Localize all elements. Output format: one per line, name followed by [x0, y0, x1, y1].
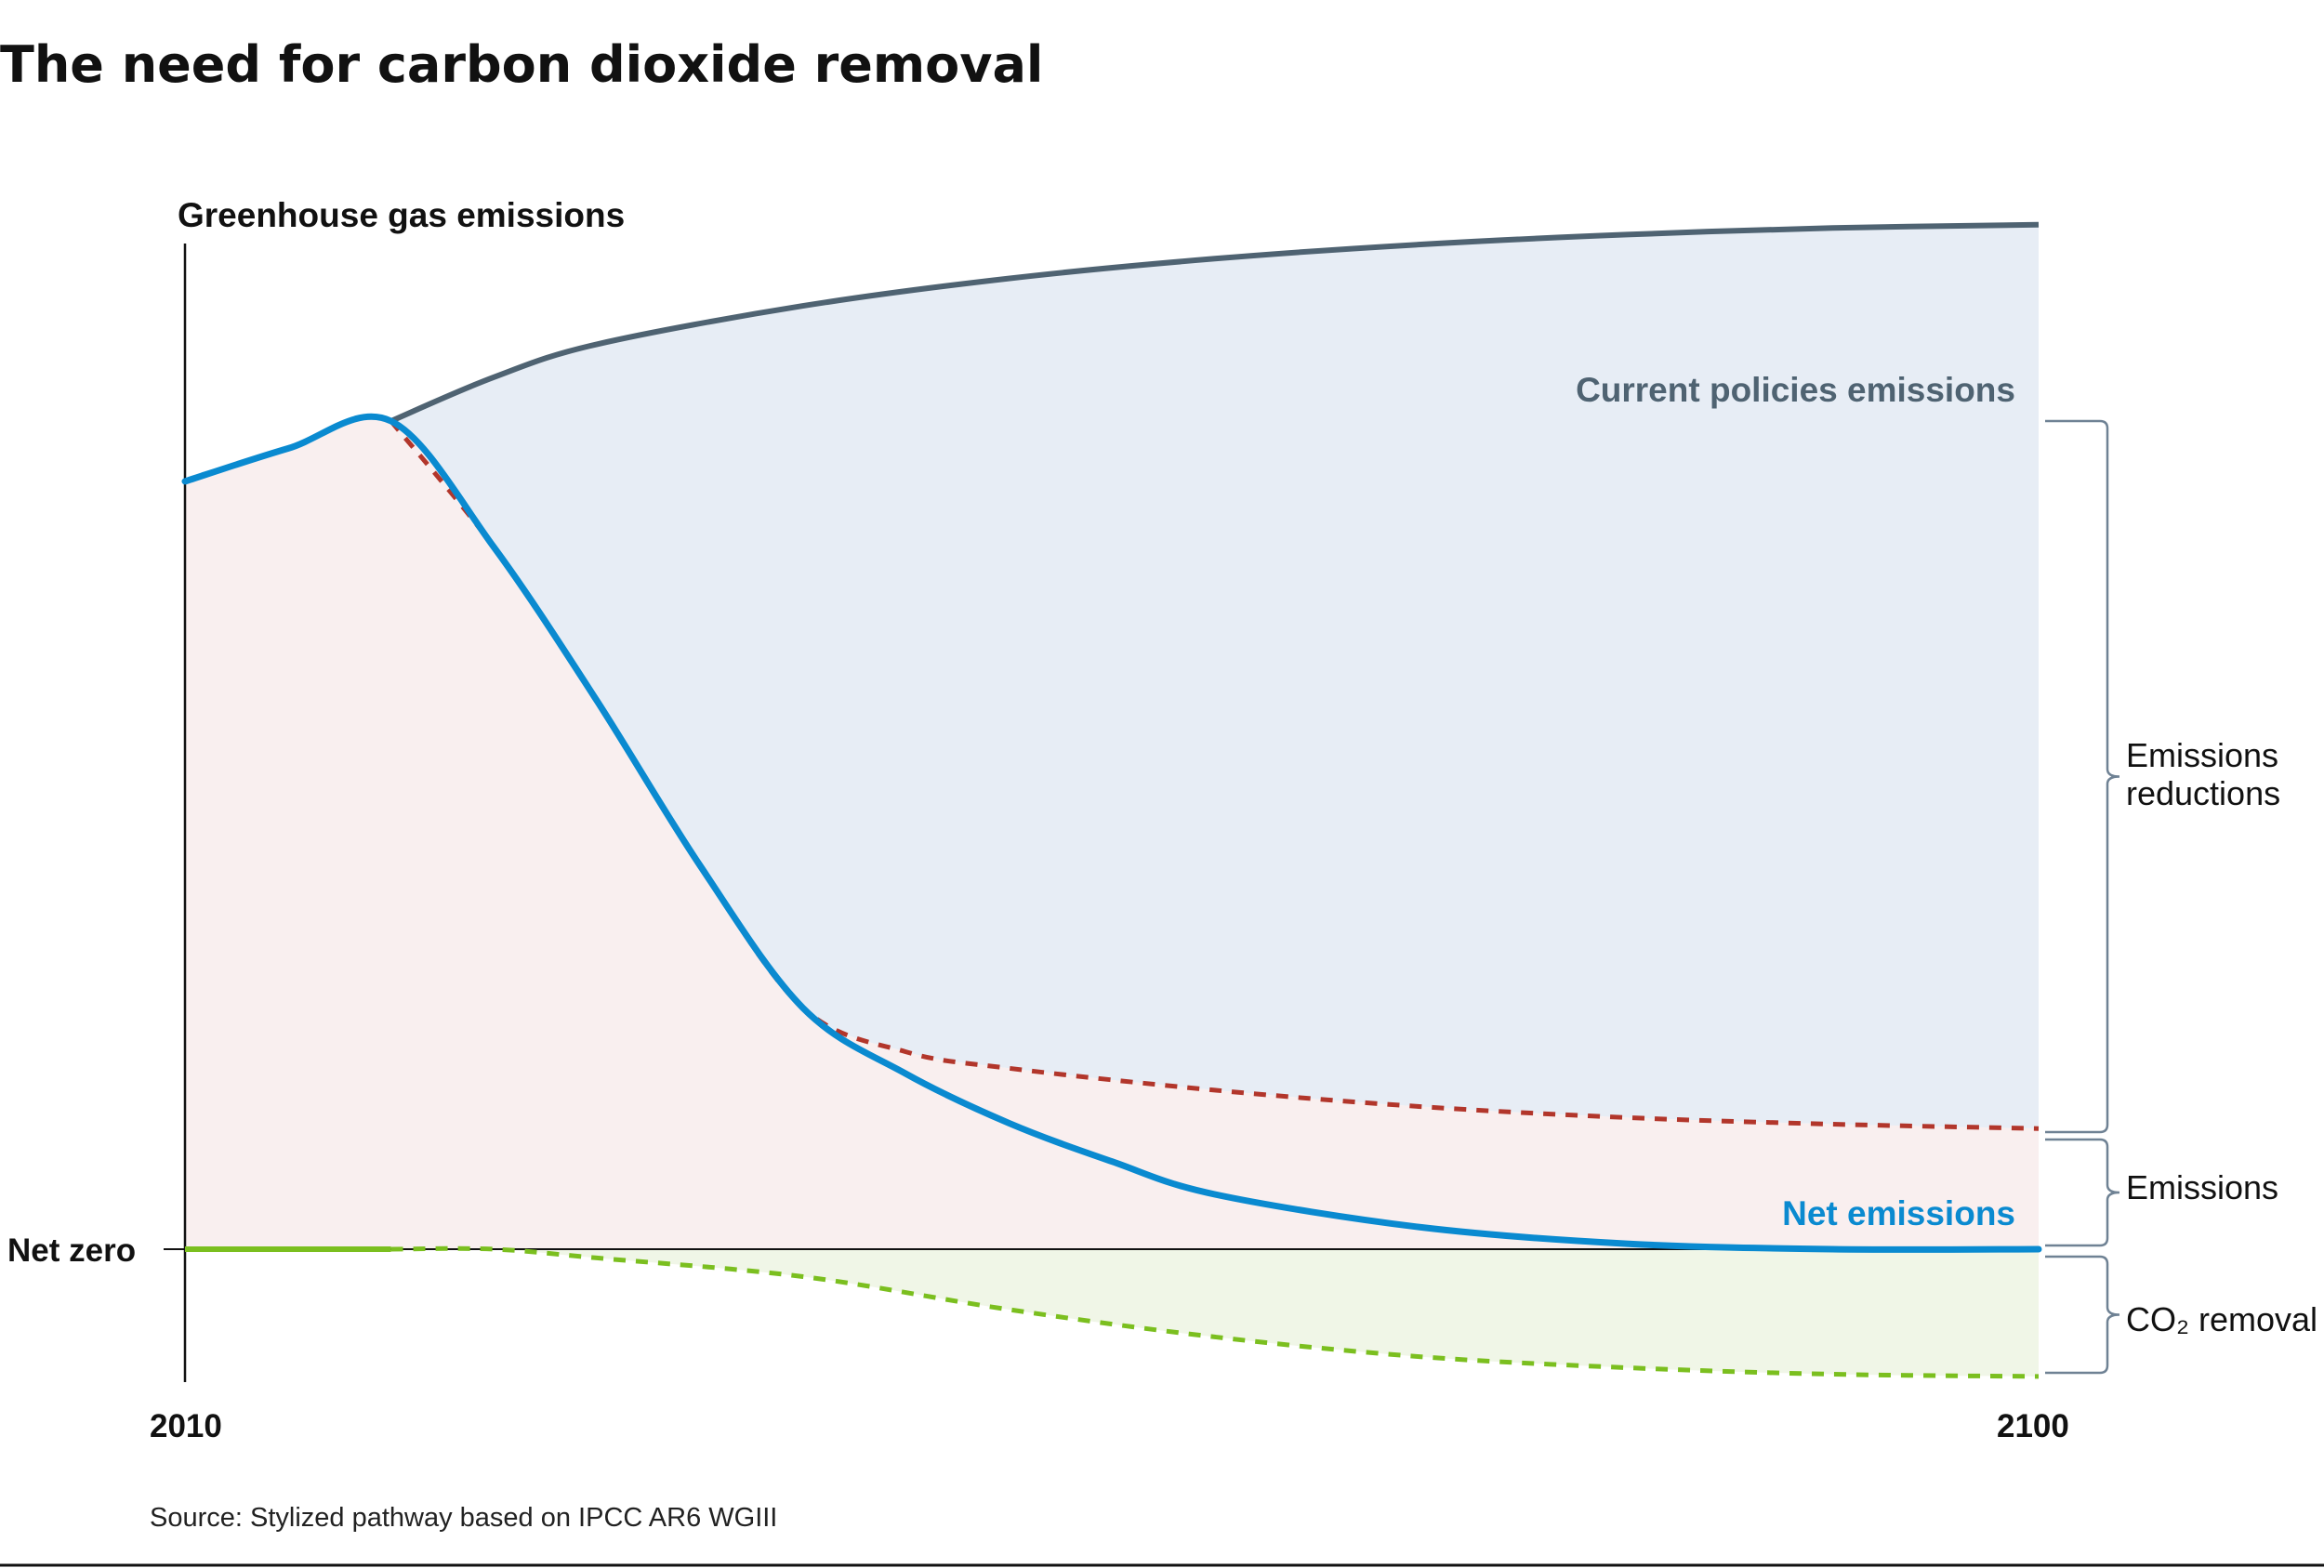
area-emissions	[185, 416, 2039, 1249]
y-tick-net-zero: Net zero	[7, 1232, 136, 1269]
series-label-current-policies: Current policies emissions	[1576, 371, 2015, 409]
source-note: Source: Stylized pathway based on IPCC A…	[150, 1503, 777, 1533]
area-emissions-reductions	[390, 224, 2040, 1129]
series-line-current-policies	[390, 221, 2040, 424]
bracket-label-co2-removal: CO₂ removal	[2126, 1300, 2317, 1338]
y-axis-label: Greenhouse gas emissions	[178, 196, 625, 234]
chart-title: The need for carbon dioxide removal	[0, 35, 1043, 94]
areas-layer	[185, 224, 2040, 1377]
bracket-emissions	[2045, 1138, 2120, 1247]
bracket-emissions-reductions	[2045, 419, 2120, 1134]
bracket-label-reductions-line1: Emissions	[2126, 736, 2278, 774]
x-tick-2100: 2100	[1997, 1408, 2069, 1444]
bracket-label-reductions-line2: reductions	[2126, 774, 2280, 812]
x-tick-2010: 2010	[150, 1408, 222, 1444]
series-line-removal-dotted	[390, 1245, 2040, 1379]
brackets-layer	[2045, 419, 2120, 1375]
series-label-net-emissions: Net emissions	[1782, 1194, 2015, 1232]
bracket-co2-removal	[2045, 1255, 2120, 1375]
series-line-net-emissions	[181, 413, 2042, 1253]
area-co2-removal	[185, 1248, 2039, 1377]
bracket-label-emissions: Emissions	[2126, 1168, 2278, 1206]
lines-layer	[181, 221, 2042, 1379]
